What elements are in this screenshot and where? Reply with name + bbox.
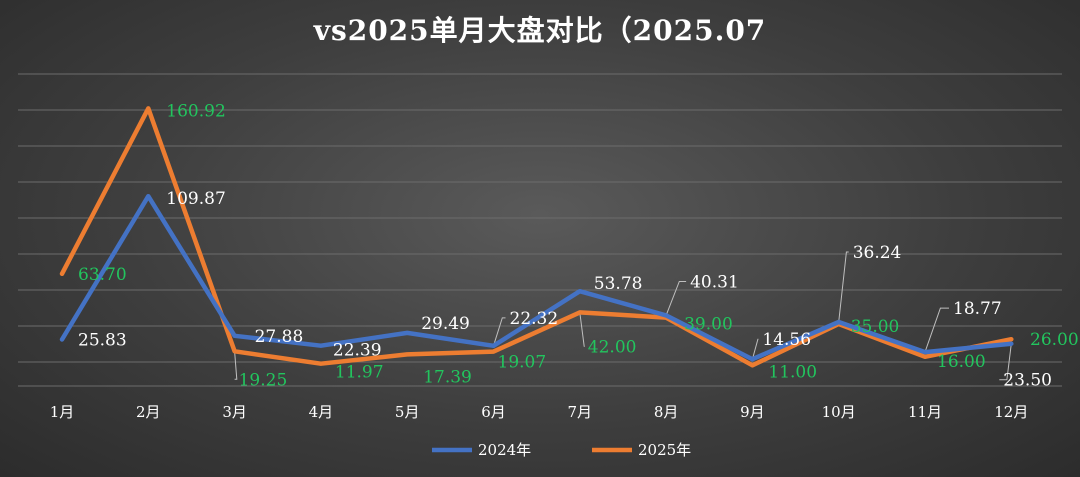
label-leader [665,280,687,316]
legend: 2024年 2025年 [432,441,691,459]
data-label-2025: 42.00 [588,337,637,357]
x-tick-label: 12月 [994,403,1028,421]
data-label-2025: 19.25 [239,370,288,390]
data-label-2024: 22.32 [510,309,559,329]
x-tick-label: 3月 [222,403,247,421]
data-label-2024: 18.77 [953,299,1002,319]
data-label-2024: 22.39 [333,341,382,361]
data-label-2025: 160.92 [166,101,225,121]
data-label-2024: 109.87 [166,189,225,209]
series-lines [59,106,1014,368]
data-label-2024: 27.88 [255,327,304,347]
data-label-2025: 11.97 [335,363,384,383]
label-leader [924,307,949,353]
data-label-2024: 40.31 [690,272,739,292]
x-tick-label: 2月 [136,403,161,421]
data-label-2024: 36.24 [853,243,902,263]
data-label-2024: 14.56 [762,330,811,350]
x-tick-label: 4月 [309,403,334,421]
grid-lines [18,73,1062,387]
label-leader [999,343,1012,381]
x-tick-label: 1月 [50,403,75,421]
data-label-2025: 26.00 [1030,330,1079,350]
data-label-2024: 29.49 [421,314,470,334]
x-tick-label: 11月 [908,403,942,421]
legend-label-2024: 2024年 [478,441,531,459]
x-tick-label: 8月 [654,403,679,421]
x-tick-label: 7月 [568,403,593,421]
x-tick-label: 9月 [740,403,765,421]
x-tick-label: 6月 [481,403,506,421]
data-label-2024: 23.50 [1003,371,1052,391]
data-label-2024: 53.78 [594,274,643,294]
x-tick-label: 10月 [822,403,856,421]
label-leader [493,317,506,346]
label-leader [751,338,759,360]
data-label-2025: 39.00 [684,315,733,335]
data-label-2025: 35.00 [851,317,900,337]
data-label-2025: 16.00 [937,352,986,372]
x-axis: 1月 2月 3月 4月 5月 6月 7月 8月 9月 10月 11月 12月 [50,403,1029,421]
label-leader [579,312,585,347]
label-leader [838,251,849,323]
legend-label-2025: 2025年 [638,441,691,459]
data-label-2025: 17.39 [423,367,472,387]
data-label-2025: 19.07 [498,353,547,373]
data-label-2024: 25.83 [78,331,127,351]
label-leader [234,351,238,380]
x-tick-label: 5月 [395,403,420,421]
data-label-2025: 11.00 [768,362,817,382]
chart-title: vs2025单月大盘对比（2025.07 [313,14,767,47]
data-labels: 25.83 109.87 27.88 22.39 29.49 22.32 53.78 40.3… [78,101,1079,390]
label-leaders [234,251,1012,381]
data-label-2025: 63.70 [78,265,127,285]
series-line-2024 [59,193,1014,362]
